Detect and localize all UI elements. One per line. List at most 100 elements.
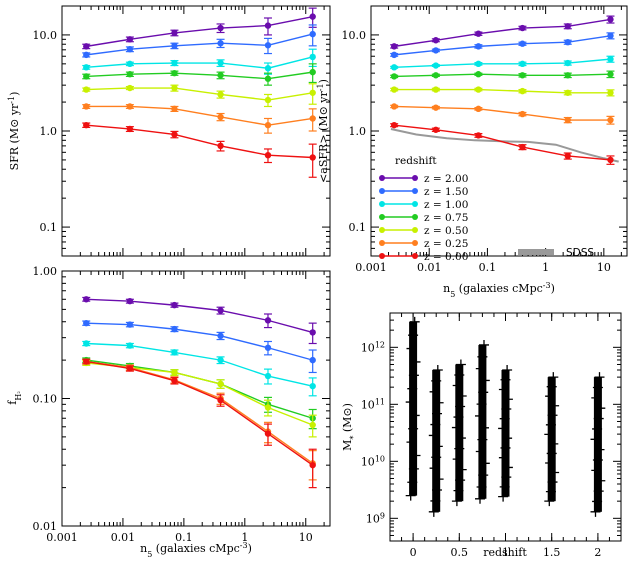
series-z-1-50: [390, 32, 615, 59]
series-z-0-00: [82, 358, 317, 489]
data-point: [564, 116, 571, 124]
data-point: [390, 43, 398, 50]
plus-marker: [410, 356, 421, 367]
fh2-y-ticks: 0.01 0.10 1.00: [33, 265, 330, 533]
data-point: [607, 116, 614, 124]
x-tick-label: 1: [241, 531, 248, 544]
plus-marker: [408, 330, 419, 341]
plus-marker: [594, 444, 605, 455]
y-tick-label: 0.10: [33, 393, 58, 406]
sdss-legend-label: SDSS: [566, 247, 594, 259]
data-point: [432, 47, 440, 54]
plus-marker: [477, 434, 488, 445]
plus-marker: [428, 506, 439, 517]
data-point: [264, 404, 272, 411]
plus-marker: [479, 375, 490, 386]
series-line: [86, 71, 313, 80]
data-point: [475, 30, 482, 37]
data-point: [83, 121, 90, 129]
plus-marker: [453, 412, 464, 423]
plus-marker: [594, 372, 605, 383]
plus-marker: [502, 394, 513, 405]
redshift-legend: redshift z = 2.00z = 1.50z = 1.00z = 0.7…: [379, 155, 468, 263]
legend-marker: [379, 227, 385, 233]
data-point: [264, 430, 272, 437]
y-tick-label: 1.0: [40, 125, 58, 138]
plus-marker: [429, 463, 440, 474]
data-point: [564, 59, 571, 67]
point-cloud: [409, 321, 418, 496]
data-point: [519, 72, 526, 79]
data-point: [217, 396, 224, 404]
data-point: [309, 89, 316, 96]
plus-marker: [501, 472, 512, 483]
data-point: [83, 86, 90, 93]
series-line: [394, 88, 611, 94]
legend-item: z = 1.50: [379, 186, 468, 198]
x-tick-label: 10: [597, 261, 611, 274]
data-point: [309, 421, 316, 429]
data-point: [519, 40, 526, 47]
plus-marker: [409, 410, 420, 421]
plus-marker: [430, 495, 441, 506]
data-point: [564, 23, 571, 30]
data-point: [171, 29, 178, 37]
series-line: [86, 33, 313, 56]
plus-marker: [429, 386, 440, 397]
plus-marker: [431, 452, 442, 463]
y-tick-label: 10.0: [342, 29, 367, 42]
plus-marker: [451, 496, 462, 507]
legend-label: z = 0.00: [424, 251, 468, 263]
data-point: [564, 38, 571, 46]
sfr-panel: 0.1 1.0 10.0 SFR (M⊙ yr-1): [7, 5, 331, 257]
legend-item: z = 0.75: [379, 212, 468, 224]
plus-marker: [498, 384, 509, 395]
data-point: [564, 152, 571, 160]
legend-marker: [412, 175, 418, 181]
plus-marker: [545, 391, 556, 402]
plus-marker: [405, 397, 416, 408]
series-z-1-50: [82, 24, 317, 59]
plus-marker: [406, 437, 417, 448]
plus-marker: [430, 419, 441, 430]
data-point: [264, 317, 272, 324]
y-tick-label: 1.00: [33, 265, 58, 278]
plus-marker: [592, 496, 603, 507]
data-point: [83, 103, 90, 110]
legend-marker: [412, 227, 418, 233]
plus-marker: [428, 430, 439, 441]
y-tick-label: 10.0: [33, 29, 58, 42]
plus-marker: [431, 375, 442, 386]
legend-marker: [379, 214, 385, 220]
plus-marker: [410, 450, 421, 461]
data-point: [607, 156, 614, 164]
data-point: [83, 340, 90, 347]
legend-item: z = 2.00: [379, 173, 468, 185]
plus-marker: [590, 434, 601, 445]
series-line: [394, 105, 611, 121]
data-point: [432, 72, 440, 79]
sdss-line: [390, 127, 619, 163]
data-point: [432, 86, 440, 93]
x-tick-label: 0.1: [479, 261, 497, 274]
data-point: [390, 86, 398, 93]
plus-marker: [478, 387, 489, 398]
series-z-0-50: [82, 83, 317, 108]
plus-marker: [456, 464, 467, 475]
fh2-marks: [82, 296, 317, 489]
plus-marker: [477, 351, 488, 362]
series-z-1-50: [82, 319, 317, 374]
plus-marker: [456, 391, 467, 402]
data-point: [309, 115, 316, 122]
plus-marker: [452, 380, 463, 391]
series-line: [86, 87, 313, 101]
data-point: [217, 307, 224, 314]
series-line: [86, 124, 313, 159]
legend-marker: [412, 201, 418, 207]
series-line: [394, 35, 611, 56]
x-tick-label: 0.5: [451, 546, 469, 559]
series-z-0-00: [82, 121, 317, 178]
plus-marker: [451, 422, 462, 433]
plus-marker: [591, 392, 602, 403]
plus-marker: [498, 491, 509, 502]
